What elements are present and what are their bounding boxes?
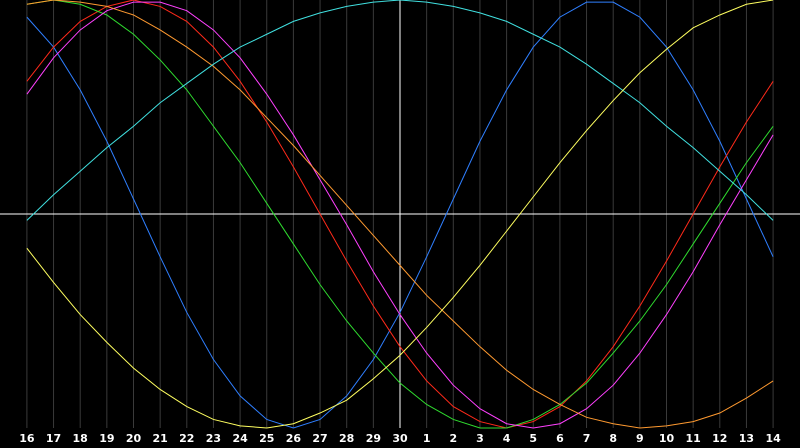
x-tick-label: 24 xyxy=(232,432,248,445)
x-tick-label: 17 xyxy=(46,432,61,445)
x-tick-label: 9 xyxy=(636,432,644,445)
x-tick-label: 14 xyxy=(765,432,781,445)
x-tick-label: 10 xyxy=(659,432,675,445)
x-tick-label: 28 xyxy=(339,432,354,445)
x-tick-label: 3 xyxy=(476,432,484,445)
x-tick-label: 19 xyxy=(99,432,114,445)
x-tick-label: 13 xyxy=(739,432,754,445)
x-tick-label: 5 xyxy=(529,432,537,445)
x-tick-label: 26 xyxy=(286,432,302,445)
x-tick-label: 29 xyxy=(366,432,381,445)
x-tick-label: 18 xyxy=(73,432,88,445)
x-tick-label: 2 xyxy=(449,432,457,445)
x-tick-label: 11 xyxy=(685,432,700,445)
series-line xyxy=(26,1,774,429)
series-line xyxy=(26,0,774,429)
x-tick-label: 4 xyxy=(503,432,511,445)
x-tick-label: 20 xyxy=(126,432,142,445)
series-line xyxy=(26,0,774,221)
x-tick-label: 30 xyxy=(392,432,408,445)
x-tick-label: 23 xyxy=(206,432,221,445)
series-line xyxy=(26,0,774,429)
x-tick-label: 12 xyxy=(712,432,727,445)
x-tick-label: 27 xyxy=(312,432,327,445)
x-tick-label: 6 xyxy=(556,432,564,445)
x-tick-label: 25 xyxy=(259,432,274,445)
series-line xyxy=(26,0,774,429)
x-tick-label: 7 xyxy=(583,432,591,445)
series-line xyxy=(26,1,774,429)
x-tick-label: 21 xyxy=(152,432,167,445)
x-tick-label: 8 xyxy=(609,432,617,445)
x-tick-label: 1 xyxy=(423,432,431,445)
x-tick-label: 16 xyxy=(19,432,35,445)
series-line xyxy=(26,0,774,429)
x-tick-label: 22 xyxy=(179,432,194,445)
